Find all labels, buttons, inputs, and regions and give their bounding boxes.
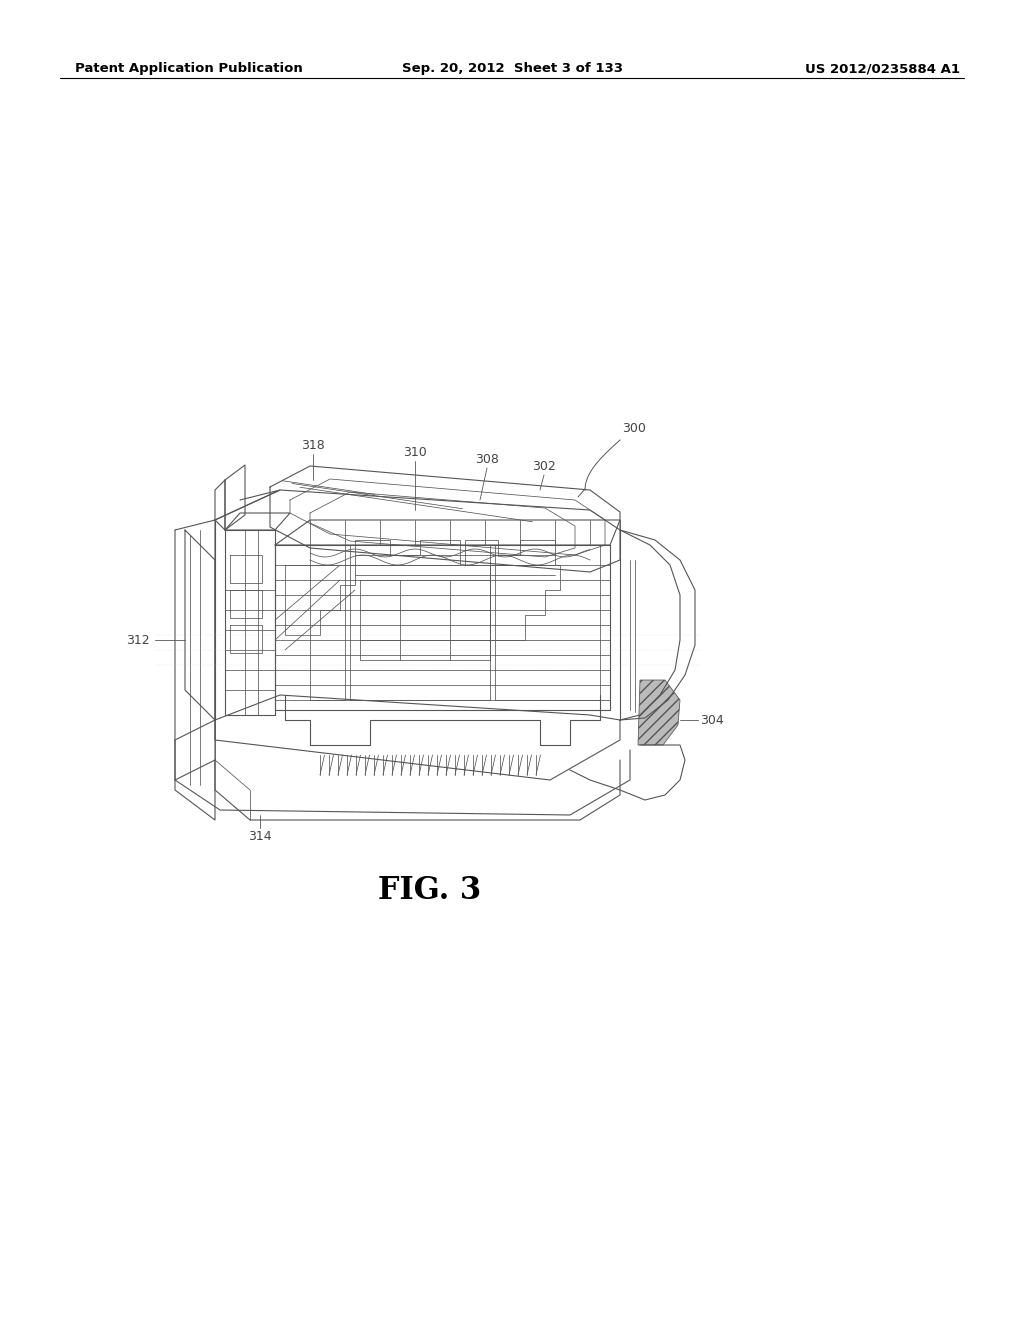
Text: 312: 312 <box>126 634 150 647</box>
Polygon shape <box>638 680 680 744</box>
Text: 308: 308 <box>475 453 499 466</box>
Text: 318: 318 <box>301 440 325 451</box>
Text: US 2012/0235884 A1: US 2012/0235884 A1 <box>805 62 961 75</box>
Text: FIG. 3: FIG. 3 <box>379 875 481 906</box>
Text: 300: 300 <box>622 422 646 436</box>
Text: 314: 314 <box>248 830 271 843</box>
Text: Sep. 20, 2012  Sheet 3 of 133: Sep. 20, 2012 Sheet 3 of 133 <box>401 62 623 75</box>
Text: 304: 304 <box>700 714 724 726</box>
Text: Patent Application Publication: Patent Application Publication <box>75 62 303 75</box>
Text: 302: 302 <box>532 459 556 473</box>
Text: 310: 310 <box>403 446 427 459</box>
